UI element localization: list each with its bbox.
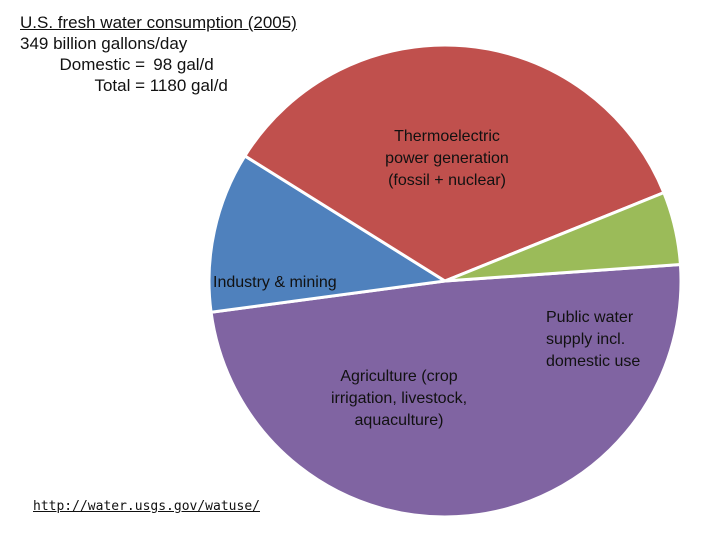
stat-label-total: Total = <box>94 76 145 95</box>
stat-row-total: Total = 1180 gal/d <box>20 75 297 96</box>
slice-label-line: aquaculture) <box>354 412 444 429</box>
stat-row-domestic: Domestic = 98 gal/d <box>20 54 297 75</box>
slice-label-line: Industry & mining <box>213 274 337 291</box>
stat-value-domestic: 98 gal/d <box>153 55 214 74</box>
pie-slice-public-supply <box>207 154 447 314</box>
slice-label-industry: Industry & mining <box>213 272 373 294</box>
slice-label-thermoelectric: Thermoelectric power generation (fossil … <box>362 126 532 192</box>
pie-slice-industry <box>443 191 682 283</box>
slice-label-line: Thermoelectric <box>394 128 500 145</box>
pie-slice-agriculture <box>243 43 666 283</box>
slice-label-line: (fossil + nuclear) <box>388 172 506 189</box>
stat-label-domestic: Domestic = <box>59 55 146 74</box>
chart-subtitle: 349 billion gallons/day <box>20 34 188 53</box>
pie-slice-thermoelectric <box>209 263 683 519</box>
slice-label-public-supply: Public water supply incl. domestic use <box>546 307 666 373</box>
slice-label-line: Agriculture (crop <box>340 368 458 385</box>
slice-label-line: supply incl. <box>546 331 626 348</box>
slice-label-line: irrigation, livestock, <box>330 390 468 407</box>
stat-value-total: 1180 gal/d <box>149 76 228 95</box>
slice-label-agriculture: Agriculture (crop irrigation, livestock,… <box>316 366 482 432</box>
chart-title: U.S. fresh water consumption (2005) <box>20 13 297 32</box>
title-block: U.S. fresh water consumption (2005) 349 … <box>20 12 297 96</box>
source-link[interactable]: http://water.usgs.gov/watuse/ <box>31 497 262 516</box>
slice-label-line: power generation <box>385 150 509 167</box>
slice-label-line: domestic use <box>546 353 641 370</box>
slice-label-line: Public water <box>546 309 634 326</box>
